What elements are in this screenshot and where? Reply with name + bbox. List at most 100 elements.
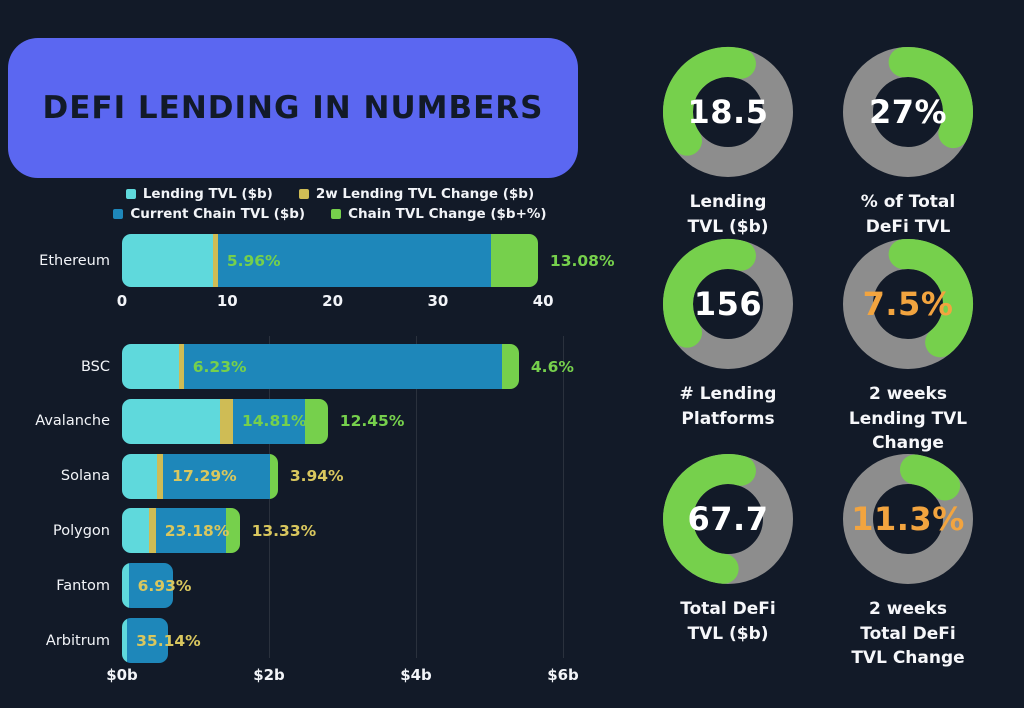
legend-swatch-blue — [113, 209, 124, 219]
stat-caption-line: TVL Change — [851, 648, 965, 669]
donut-progress-arc — [663, 47, 756, 156]
stat-card: 11.3% 2 weeks Total DeFi TVL Change — [818, 452, 998, 671]
segment-blue — [183, 344, 502, 389]
segment-cyan — [122, 453, 157, 499]
stat-caption-line: DeFi TVL — [865, 216, 951, 237]
stat-caption-line: Lending — [689, 192, 767, 212]
segment-gold — [219, 398, 233, 444]
chain-label: Polygon — [53, 522, 110, 539]
stacked-bar — [122, 618, 169, 663]
stat-caption-line: Total DeFi — [860, 623, 956, 644]
axis-tick: $6b — [547, 666, 579, 684]
bar-row-solana: Solana 17.29% 3.94% — [0, 453, 680, 499]
donut-progress-arc — [888, 47, 973, 149]
stacked-bar — [122, 344, 519, 389]
legend-label: 2w Lending TVL Change ($b) — [315, 186, 535, 202]
donut-chart: 7.5% — [841, 237, 975, 371]
legend-swatch-gold — [298, 189, 309, 199]
gridline — [416, 336, 417, 658]
segment-blue — [128, 563, 173, 609]
axis-tick: 0 — [116, 292, 128, 310]
segment-gold — [212, 234, 218, 287]
donut-chart: 18.5 — [661, 45, 795, 179]
segment-blue — [155, 508, 227, 554]
segment-blue — [232, 398, 305, 444]
stat-card: 27% % of Total DeFi TVL — [818, 45, 998, 239]
stat-card: 156 # Lending Platforms — [638, 237, 818, 431]
legend-row-2: Current Chain TVL ($b) Chain TVL Change (… — [100, 206, 560, 222]
lending-change-pct-label: 5.96% — [226, 251, 281, 270]
chain-change-pct-label: 12.45% — [339, 412, 405, 431]
stat-value: 67.7 — [687, 500, 769, 538]
stat-value: 18.5 — [687, 93, 769, 131]
stat-caption-line: 2 weeks — [869, 599, 947, 619]
stat-caption-line: # Lending — [679, 384, 777, 404]
axis-tick: $0b — [106, 666, 138, 684]
axis-tick: 40 — [532, 292, 554, 310]
stat-value: 7.5% — [862, 285, 954, 323]
segment-blue — [163, 453, 271, 499]
lending-change-pct-label: 35.14% — [136, 631, 201, 650]
donut-ring-svg — [843, 239, 973, 369]
legend-item: Lending TVL ($b) — [125, 186, 273, 202]
gridline — [563, 336, 564, 658]
bar-row-bsc: BSC 6.23% 4.6% — [0, 344, 680, 389]
chart-legend: Lending TVL ($b) 2w Lending TVL Change ($… — [100, 186, 560, 226]
legend-label: Lending TVL ($b) — [142, 186, 273, 202]
donut-chart: 27% — [841, 45, 975, 179]
segment-cyan — [122, 344, 180, 389]
segment-green — [226, 508, 240, 554]
stat-caption: 2 weeks Total DeFi TVL Change — [818, 597, 998, 671]
donut-ring-svg — [663, 454, 793, 584]
donut-chart: 11.3% — [841, 452, 975, 586]
chain-label: Ethereum — [39, 252, 110, 269]
segment-gold — [156, 453, 164, 499]
chain-change-pct-label: 4.6% — [530, 357, 574, 376]
bar-row-fantom: Fantom 6.93% — [0, 563, 680, 609]
stat-value: 156 — [693, 285, 763, 323]
stat-caption: Lending TVL ($b) — [638, 190, 818, 239]
bar-row-polygon: Polygon 23.18% 13.33% — [0, 508, 680, 554]
stat-caption-line: Total DeFi — [680, 599, 776, 619]
donut-ring-svg — [663, 239, 793, 369]
segment-blue — [217, 234, 491, 287]
stat-caption-line: TVL ($b) — [687, 623, 769, 644]
legend-label: Chain TVL Change ($b+%) — [348, 206, 547, 222]
stacked-bar — [122, 453, 278, 499]
title-banner: DEFI LENDING IN NUMBERS — [8, 38, 578, 178]
axis-tick: 30 — [427, 292, 449, 310]
legend-label: Current Chain TVL ($b) — [130, 206, 306, 222]
stat-caption-line: 2 weeks — [869, 384, 947, 404]
donut-progress-arc — [899, 454, 961, 501]
segment-cyan — [122, 234, 213, 287]
stat-card: 67.7 Total DeFi TVL ($b) — [638, 452, 818, 646]
donut-ring-svg — [843, 454, 973, 584]
axis-tick: $2b — [253, 666, 285, 684]
chain-change-pct-label: 13.08% — [549, 251, 615, 270]
segment-green — [501, 344, 519, 389]
lending-change-pct-label: 23.18% — [164, 521, 230, 540]
bar-row-ethereum: Ethereum 5.96% 13.08% — [0, 234, 680, 287]
stacked-bar — [122, 234, 538, 287]
segment-green — [270, 453, 278, 499]
lending-change-pct-label: 14.81% — [241, 412, 307, 431]
donut-ring-svg — [663, 47, 793, 177]
donut-progress-arc — [888, 239, 973, 358]
legend-item: Current Chain TVL ($b) — [113, 206, 305, 222]
axis-tick: 10 — [216, 292, 238, 310]
stacked-bar — [122, 508, 240, 554]
chain-label: BSC — [80, 358, 110, 375]
chain-change-pct-label: 3.94% — [289, 467, 344, 486]
donut-progress-arc — [663, 454, 756, 584]
chain-label: Arbitrum — [45, 632, 110, 649]
bar-row-arbitrum: Arbitrum 35.14% — [0, 618, 680, 663]
legend-swatch-cyan — [125, 189, 136, 199]
donut-ring-svg — [843, 47, 973, 177]
lending-change-pct-label: 17.29% — [172, 467, 237, 486]
segment-green — [304, 398, 328, 444]
lending-change-pct-label: 6.93% — [137, 576, 192, 595]
stat-caption: 2 weeks Lending TVL Change — [818, 382, 998, 456]
donut-chart: 67.7 — [661, 452, 795, 586]
donut-chart: 156 — [661, 237, 795, 371]
